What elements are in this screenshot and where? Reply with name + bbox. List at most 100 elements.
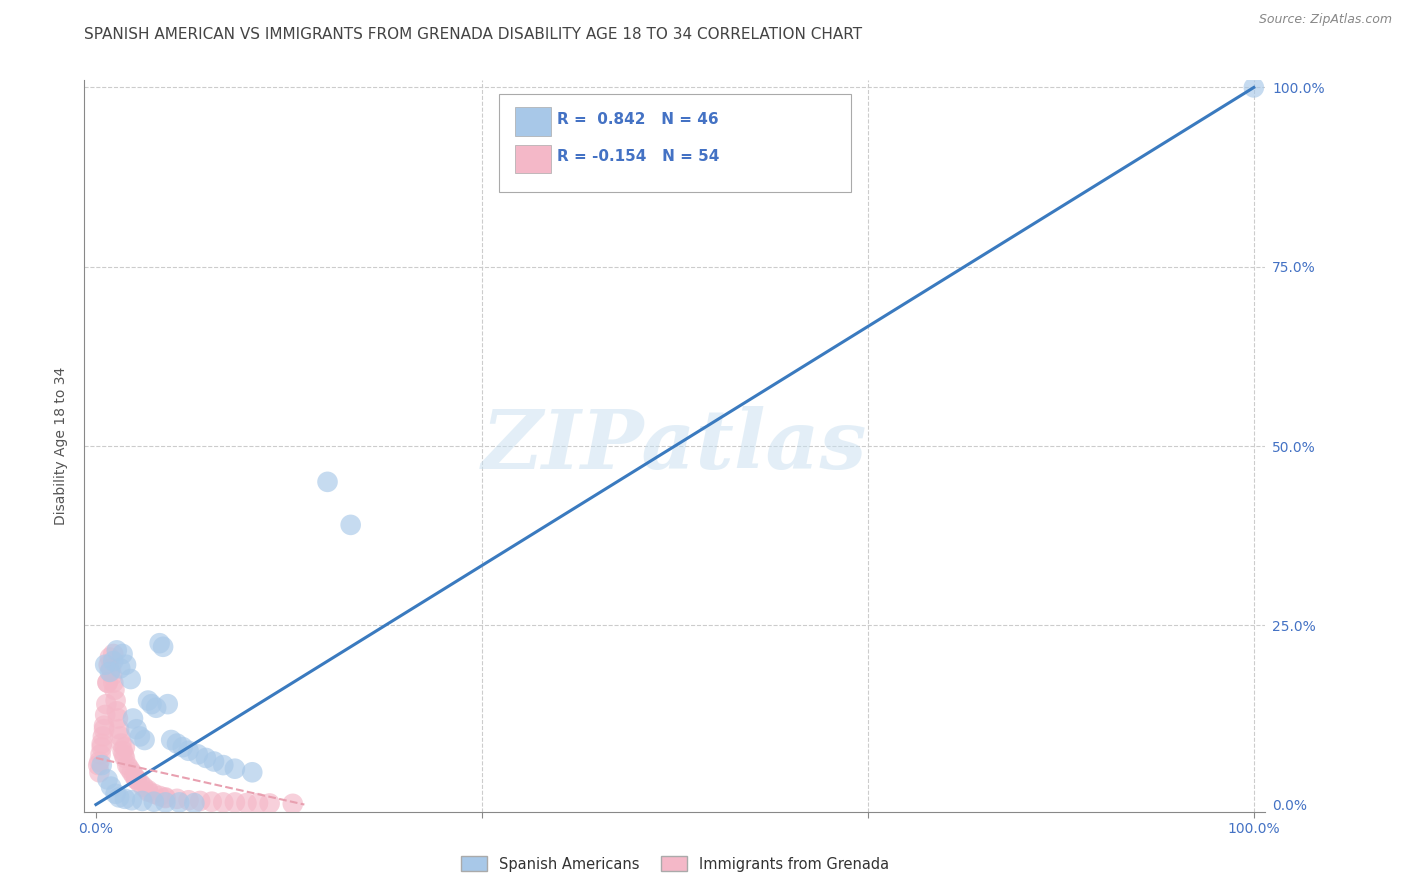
Point — [1243, 80, 1265, 95]
Point — [101, 668, 124, 682]
Point — [114, 740, 136, 755]
Point — [105, 643, 128, 657]
Point — [149, 636, 172, 650]
Point — [104, 693, 127, 707]
Point — [111, 744, 134, 758]
Point — [152, 640, 174, 654]
Point — [120, 672, 142, 686]
Point — [145, 700, 167, 714]
Point — [96, 675, 118, 690]
Point — [93, 723, 115, 737]
Point — [90, 740, 112, 755]
Point — [172, 740, 194, 755]
Point — [91, 730, 114, 744]
Point — [156, 697, 179, 711]
Point — [108, 723, 131, 737]
Point — [177, 744, 200, 758]
Point — [177, 793, 200, 807]
Point — [121, 793, 143, 807]
Point — [111, 647, 134, 661]
Point — [125, 772, 148, 787]
Text: SPANISH AMERICAN VS IMMIGRANTS FROM GRENADA DISABILITY AGE 18 TO 34 CORRELATION : SPANISH AMERICAN VS IMMIGRANTS FROM GREN… — [84, 27, 862, 42]
Point — [96, 675, 118, 690]
Point — [202, 755, 225, 769]
Point — [166, 792, 188, 806]
Point — [188, 794, 211, 808]
Point — [100, 661, 122, 675]
Point — [90, 747, 112, 762]
Point — [134, 733, 156, 747]
Point — [118, 762, 141, 776]
Point — [115, 758, 138, 772]
Point — [132, 780, 155, 794]
Point — [224, 796, 246, 810]
Point — [110, 730, 132, 744]
Point — [89, 765, 111, 780]
Text: R =  0.842   N = 46: R = 0.842 N = 46 — [557, 112, 718, 127]
Point — [339, 517, 361, 532]
Y-axis label: Disability Age 18 to 34: Disability Age 18 to 34 — [55, 367, 69, 525]
Point — [96, 772, 118, 787]
Point — [93, 719, 115, 733]
Point — [90, 758, 112, 772]
Point — [136, 693, 159, 707]
Point — [142, 787, 165, 801]
Point — [142, 795, 165, 809]
Point — [166, 737, 188, 751]
Point — [129, 776, 152, 790]
Point — [136, 783, 159, 797]
Point — [96, 697, 118, 711]
Point — [125, 772, 148, 787]
Point — [235, 796, 257, 810]
Point — [104, 787, 127, 801]
Point — [121, 765, 143, 780]
Text: Source: ZipAtlas.com: Source: ZipAtlas.com — [1258, 13, 1392, 27]
Point — [212, 758, 235, 772]
Point — [281, 797, 304, 811]
Point — [110, 737, 132, 751]
Point — [201, 795, 224, 809]
Point — [155, 796, 177, 810]
Point — [114, 792, 136, 806]
Point — [114, 751, 136, 765]
Point — [160, 733, 183, 747]
Point — [94, 707, 117, 722]
Point — [100, 780, 122, 794]
Point — [316, 475, 339, 489]
Point — [136, 784, 159, 798]
Point — [103, 654, 125, 668]
Point — [155, 790, 177, 805]
Point — [103, 675, 125, 690]
Point — [107, 711, 129, 725]
Point — [89, 755, 111, 769]
Point — [122, 769, 145, 783]
Point — [129, 730, 152, 744]
Point — [187, 747, 209, 762]
Point — [224, 762, 246, 776]
Point — [247, 796, 270, 810]
Point — [94, 657, 117, 672]
Point — [141, 697, 163, 711]
Point — [108, 790, 131, 805]
Text: R = -0.154   N = 54: R = -0.154 N = 54 — [557, 150, 718, 164]
Point — [97, 657, 120, 672]
Point — [122, 711, 145, 725]
Point — [155, 791, 177, 805]
Point — [110, 661, 132, 675]
Text: ZIPatlas: ZIPatlas — [482, 406, 868, 486]
Point — [125, 723, 148, 737]
Point — [212, 796, 235, 810]
Point — [98, 665, 121, 679]
Point — [87, 758, 110, 772]
Point — [105, 704, 128, 718]
Point — [131, 794, 153, 808]
Point — [183, 796, 205, 810]
Point — [90, 737, 112, 751]
Point — [149, 789, 172, 803]
Point — [169, 796, 191, 810]
Point — [112, 747, 135, 762]
Point — [240, 765, 263, 780]
Point — [103, 682, 125, 697]
Point — [259, 797, 281, 811]
Point — [194, 751, 217, 765]
